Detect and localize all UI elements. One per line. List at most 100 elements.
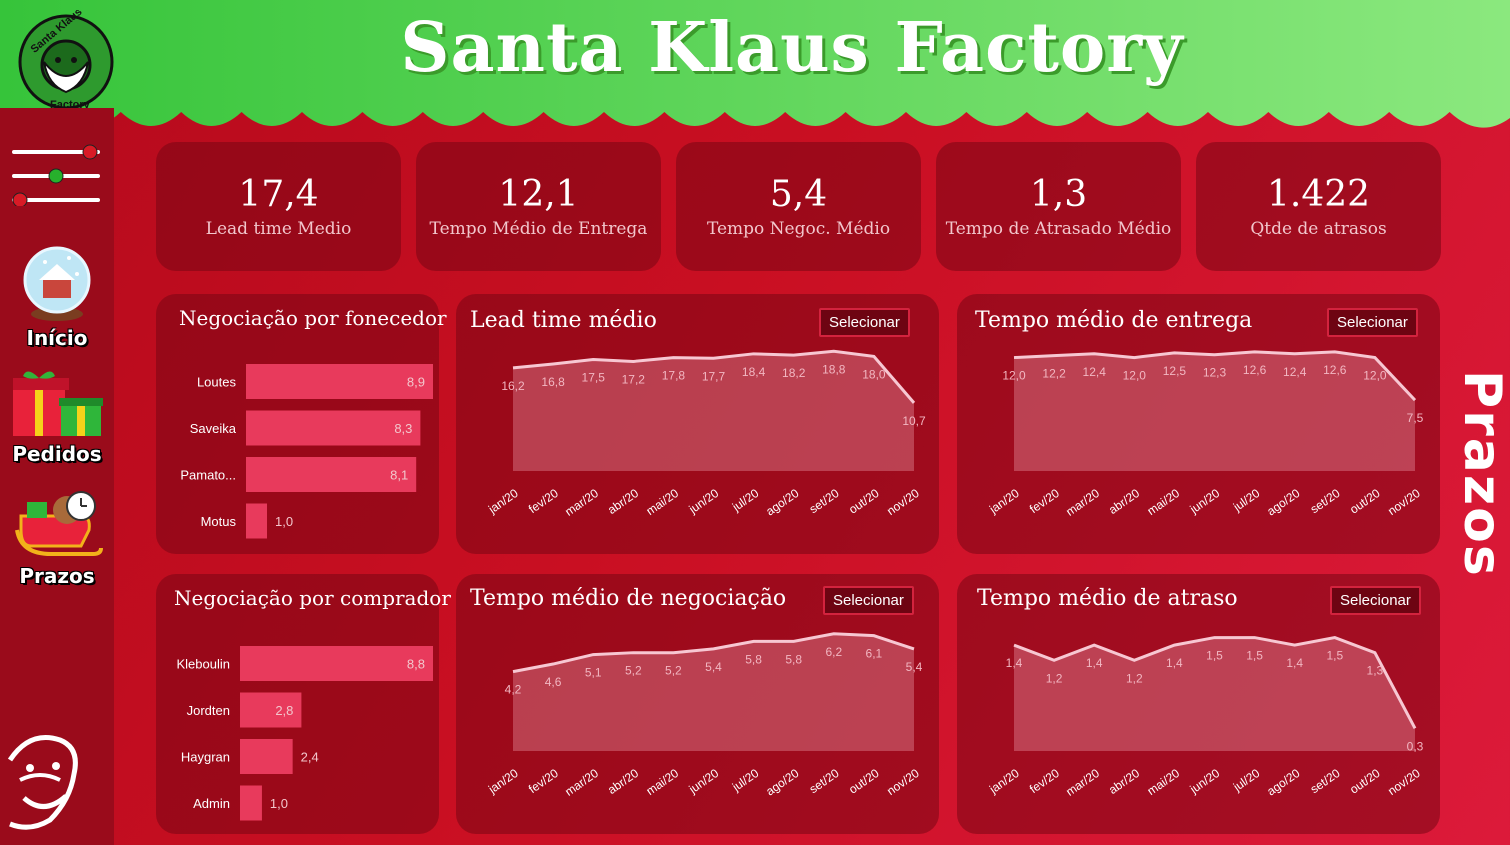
x-tick-label: jan/20 xyxy=(485,766,521,797)
bar[interactable] xyxy=(246,410,421,446)
data-label: 1,5 xyxy=(1206,649,1223,663)
nav-item-prazos[interactable]: Prazos xyxy=(0,490,114,588)
kpi-label: Tempo de Atrasado Médio xyxy=(945,219,1172,239)
bar-value-label: 8,8 xyxy=(407,657,425,672)
data-label: 12,0 xyxy=(1002,369,1026,383)
sliders-icon[interactable] xyxy=(10,144,102,206)
area-chart-svg: 12,0 jan/20 12,2 fev/20 12,4 mar/20 12,0 abr/20… xyxy=(986,350,1424,519)
data-label: 6,2 xyxy=(825,645,842,659)
select-button[interactable]: Selecionar xyxy=(1330,586,1421,615)
select-button[interactable]: Selecionar xyxy=(1327,308,1418,337)
bar-value-label: 8,3 xyxy=(394,421,412,436)
data-label: 1,5 xyxy=(1246,649,1263,663)
area-line xyxy=(512,349,916,404)
data-label: 17,7 xyxy=(702,369,726,383)
bar[interactable] xyxy=(246,364,433,399)
data-label: 12,4 xyxy=(1083,365,1107,379)
santa-face-icon xyxy=(7,735,78,830)
x-tick-label: jul/20 xyxy=(1230,766,1263,795)
select-button[interactable]: Selecionar xyxy=(823,586,914,615)
x-tick-label: abr/20 xyxy=(1106,766,1142,797)
data-label: 17,2 xyxy=(622,372,646,386)
data-label: 1,2 xyxy=(1046,671,1063,685)
nav-item-inicio[interactable]: Início xyxy=(0,244,114,350)
chart-title: Lead time médio xyxy=(470,308,657,333)
x-tick-label: out/20 xyxy=(846,486,882,517)
x-tick-label: mai/20 xyxy=(1145,486,1183,518)
x-tick-label: set/20 xyxy=(807,486,842,516)
x-tick-label: ago/20 xyxy=(763,766,801,799)
data-label: 12,4 xyxy=(1283,365,1307,379)
bar-category-label: Haygran xyxy=(181,750,230,765)
chart-title: Tempo médio de atraso xyxy=(977,586,1238,611)
bar-chart-svg: Loutes 8,9 Saveika 8,3 Pamato... 8,1 Motus 1,0 xyxy=(180,364,433,539)
bar[interactable] xyxy=(240,692,302,728)
data-label: 12,5 xyxy=(1163,364,1187,378)
area-line xyxy=(1013,636,1417,730)
bar-chart-comprador: Negociação por comprador Kleboulin 8,8 Jor… xyxy=(156,574,451,834)
data-label: 18,4 xyxy=(742,365,766,379)
nav-label: Início xyxy=(26,326,88,350)
x-tick-label: jun/20 xyxy=(686,766,722,797)
data-label: 18,0 xyxy=(862,367,886,381)
data-label: 16,8 xyxy=(541,375,565,389)
x-tick-label: nov/20 xyxy=(884,486,922,518)
data-label: 1,4 xyxy=(1166,656,1183,670)
area-chart-svg: 4,2 jan/20 4,6 fev/20 5,1 mar/20 5,2 abr/20 5,2 m… xyxy=(485,632,923,799)
bar-category-label: Saveika xyxy=(190,421,237,436)
data-label: 17,5 xyxy=(582,371,606,385)
x-tick-label: jul/20 xyxy=(729,766,762,795)
data-label: 1,3 xyxy=(1367,664,1384,678)
bar[interactable] xyxy=(240,785,262,821)
data-label: 12,0 xyxy=(1363,369,1387,383)
bar-category-label: Loutes xyxy=(197,375,237,390)
x-tick-label: mar/20 xyxy=(1063,766,1102,799)
data-label: 12,2 xyxy=(1042,367,1066,381)
bar[interactable] xyxy=(246,503,268,539)
page-section-label: Prazos xyxy=(1452,370,1510,578)
x-tick-label: jan/20 xyxy=(986,486,1022,517)
x-tick-label: jun/20 xyxy=(686,486,722,517)
x-tick-label: fev/20 xyxy=(1027,766,1062,796)
area-chart-svg: 16,2 jan/20 16,8 fev/20 17,5 mar/20 17,2 abr/20… xyxy=(485,349,926,519)
nav-item-pedidos[interactable]: Pedidos xyxy=(0,370,114,466)
data-label: 18,2 xyxy=(782,366,806,380)
x-tick-label: mai/20 xyxy=(644,766,682,798)
data-label: 10,7 xyxy=(902,414,926,428)
kpi-label: Lead time Medio xyxy=(205,219,352,239)
sidebar: Início Pedidos Prazos xyxy=(0,108,114,845)
area-fill xyxy=(513,633,914,751)
data-label: 12,3 xyxy=(1203,366,1227,380)
data-label: 12,6 xyxy=(1323,363,1347,377)
bar-chart-svg: Kleboulin 8,8 Jordten 2,8 Haygran 2,4 Admin 1,0 xyxy=(177,646,433,821)
x-tick-label: abr/20 xyxy=(605,766,641,797)
data-label: 5,2 xyxy=(625,664,642,678)
kpi-value: 12,1 xyxy=(498,174,579,215)
data-label: 5,8 xyxy=(745,652,762,666)
kpi-card-tempo-entrega: 12,1 Tempo Médio de Entrega xyxy=(416,142,661,271)
nav-label: Pedidos xyxy=(12,442,102,466)
kpi-value: 1,3 xyxy=(1029,174,1088,215)
data-label: 0,3 xyxy=(1407,739,1424,753)
chart-title: Negociação por comprador xyxy=(174,586,451,610)
x-tick-label: set/20 xyxy=(1308,766,1343,796)
kpi-value: 5,4 xyxy=(769,174,828,215)
select-button[interactable]: Selecionar xyxy=(819,308,910,337)
x-tick-label: abr/20 xyxy=(605,486,641,517)
kpi-card-tempo-atraso: 1,3 Tempo de Atrasado Médio xyxy=(936,142,1181,271)
kpi-label: Tempo Médio de Entrega xyxy=(429,219,648,239)
bar-category-label: Jordten xyxy=(187,703,230,718)
data-label: 5,2 xyxy=(665,664,682,678)
kpi-label: Tempo Negoc. Médio xyxy=(706,219,891,239)
bar[interactable] xyxy=(240,646,433,681)
data-label: 1,4 xyxy=(1086,656,1103,670)
area-chart-negociacao: Tempo médio de negociação Selecionar 4,2… xyxy=(456,574,939,834)
chart-title: Negociação por fonecedor xyxy=(179,306,447,330)
data-label: 17,8 xyxy=(662,369,686,383)
header-banner xyxy=(0,0,1510,128)
x-tick-label: fev/20 xyxy=(526,486,561,516)
bar-value-label: 2,4 xyxy=(301,750,319,765)
bar[interactable] xyxy=(240,739,293,774)
bar[interactable] xyxy=(246,457,417,492)
x-tick-label: jul/20 xyxy=(729,486,762,515)
